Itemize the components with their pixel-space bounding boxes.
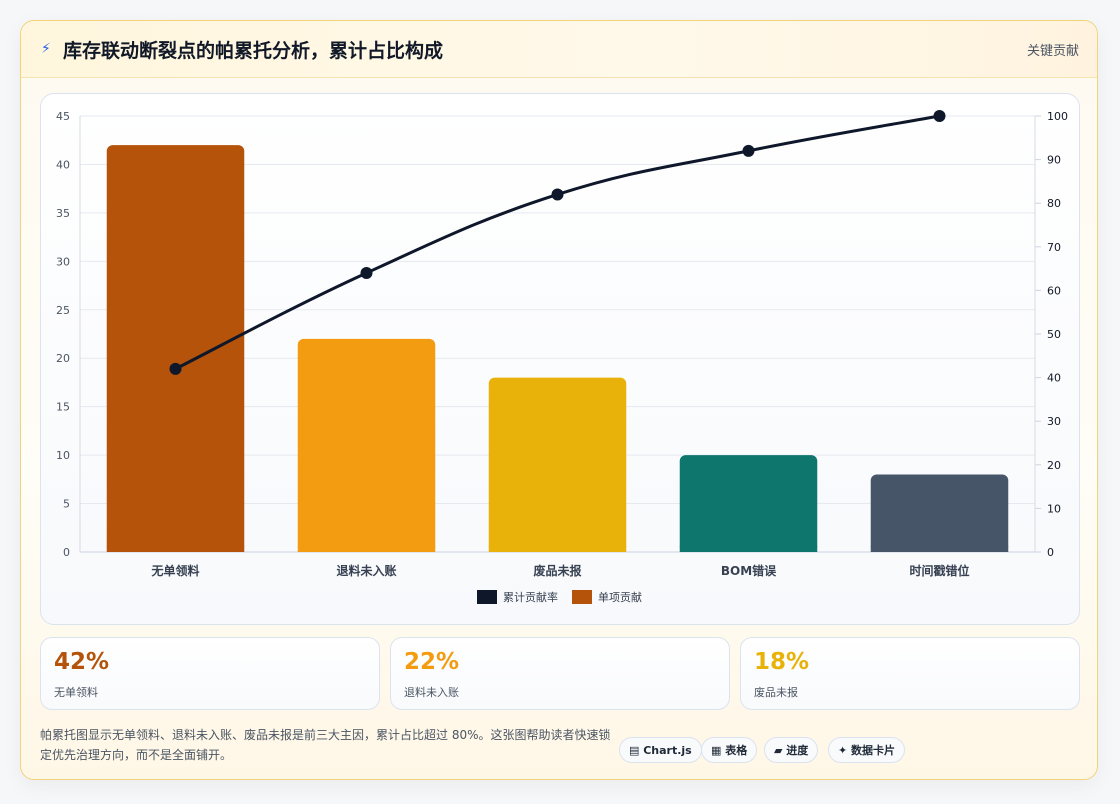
kpi-card-2: 22% 退料未入账	[390, 637, 730, 710]
cumulative-line	[174, 114, 940, 371]
y2-tick-label: 10	[1047, 502, 1061, 515]
kpi-label: 废品未报	[754, 686, 798, 699]
legend-swatch-single	[572, 590, 592, 604]
chip-table[interactable]: ▦ 表格	[701, 737, 758, 763]
x-tick-label: 无单领料	[150, 563, 199, 578]
kpi-card-3: 18% 废品未报	[740, 637, 1080, 710]
bar	[297, 338, 436, 552]
bar	[870, 474, 1009, 552]
bar-base	[488, 546, 627, 552]
y2-tick-label: 80	[1047, 197, 1061, 210]
cumulative-point	[551, 188, 564, 201]
kpi-value: 42%	[54, 649, 110, 675]
bar	[106, 145, 245, 553]
chip-progress[interactable]: ▰ 进度	[764, 737, 819, 763]
card-title: 库存联动断裂点的帕累托分析，累计占比构成	[63, 40, 444, 62]
y-tick-label: 30	[56, 255, 70, 268]
y2-tick-label: 40	[1047, 372, 1061, 385]
y2-tick-label: 90	[1047, 154, 1061, 167]
chart-description: 帕累托图显示无单领料、退料未入账、废品未报是前三大主因，累计占比超过 80%。这…	[40, 728, 611, 762]
x-tick-label: BOM错误	[721, 563, 777, 578]
cumulative-point	[933, 110, 946, 122]
y2-tick-label: 0	[1047, 546, 1054, 559]
y2-tick-label: 30	[1047, 415, 1061, 428]
y-tick-label: 45	[56, 110, 70, 123]
kpi-label: 无单领料	[54, 686, 98, 699]
chart-card: ⚡ 库存联动断裂点的帕累托分析，累计占比构成 关键贡献 0 5 10 15 20 25 30…	[20, 20, 1098, 780]
cumulative-point	[360, 266, 373, 279]
y2-tick-label: 60	[1047, 284, 1061, 297]
x-tick-label: 退料未入账	[336, 563, 396, 578]
y-tick-label: 35	[56, 207, 70, 220]
x-tick-label: 废品未报	[533, 563, 581, 578]
bar	[488, 377, 627, 552]
legend-label-single: 单项贡献	[598, 590, 642, 604]
kpi-value: 18%	[754, 649, 810, 675]
y2-tick-label: 70	[1047, 241, 1061, 254]
cumulative-point	[742, 144, 755, 157]
bar	[679, 455, 818, 552]
pareto-chart: 0 5 10 15 20 25 30 35 40 45 0 10 20 30 40 50 60 70 80 90 100…	[56, 110, 1068, 604]
y2-tick-label: 50	[1047, 328, 1061, 341]
kpi-card-1: 42% 无单领料	[40, 637, 380, 710]
chip-data-card[interactable]: ✦ 数据卡片	[828, 737, 906, 763]
y-tick-label: 20	[56, 352, 70, 365]
y-tick-label: 0	[63, 546, 70, 559]
y-tick-label: 25	[56, 304, 70, 317]
bar-base	[679, 546, 818, 552]
chart-panel: 0 5 10 15 20 25 30 35 40 45 0 10 20 30 40 50 60 70 80 90 100…	[40, 93, 1080, 625]
y2-tick-label: 100	[1047, 110, 1068, 123]
cumulative-point	[169, 362, 182, 375]
y2-tick-label: 20	[1047, 459, 1061, 472]
legend-label-cumulative: 累计贡献率	[503, 590, 558, 604]
x-tick-label: 时间戳错位	[909, 563, 969, 578]
kpi-value: 22%	[404, 649, 460, 675]
header-tag[interactable]: 关键贡献	[1026, 44, 1079, 59]
bar-base	[106, 546, 245, 552]
card-header: ⚡ 库存联动断裂点的帕累托分析，累计占比构成 关键贡献	[21, 21, 1097, 78]
legend-swatch-cumulative	[477, 590, 497, 604]
y-tick-label: 40	[56, 158, 70, 171]
y-tick-label: 15	[56, 401, 70, 414]
lightning-icon: ⚡	[41, 41, 51, 57]
bar-base	[297, 546, 436, 552]
bar-base	[870, 546, 1009, 552]
y-tick-label: 5	[63, 498, 70, 511]
kpi-label: 退料未入账	[404, 686, 459, 699]
chip-chartjs[interactable]: ▤ Chart.js	[619, 737, 702, 763]
y-tick-label: 10	[56, 449, 70, 462]
